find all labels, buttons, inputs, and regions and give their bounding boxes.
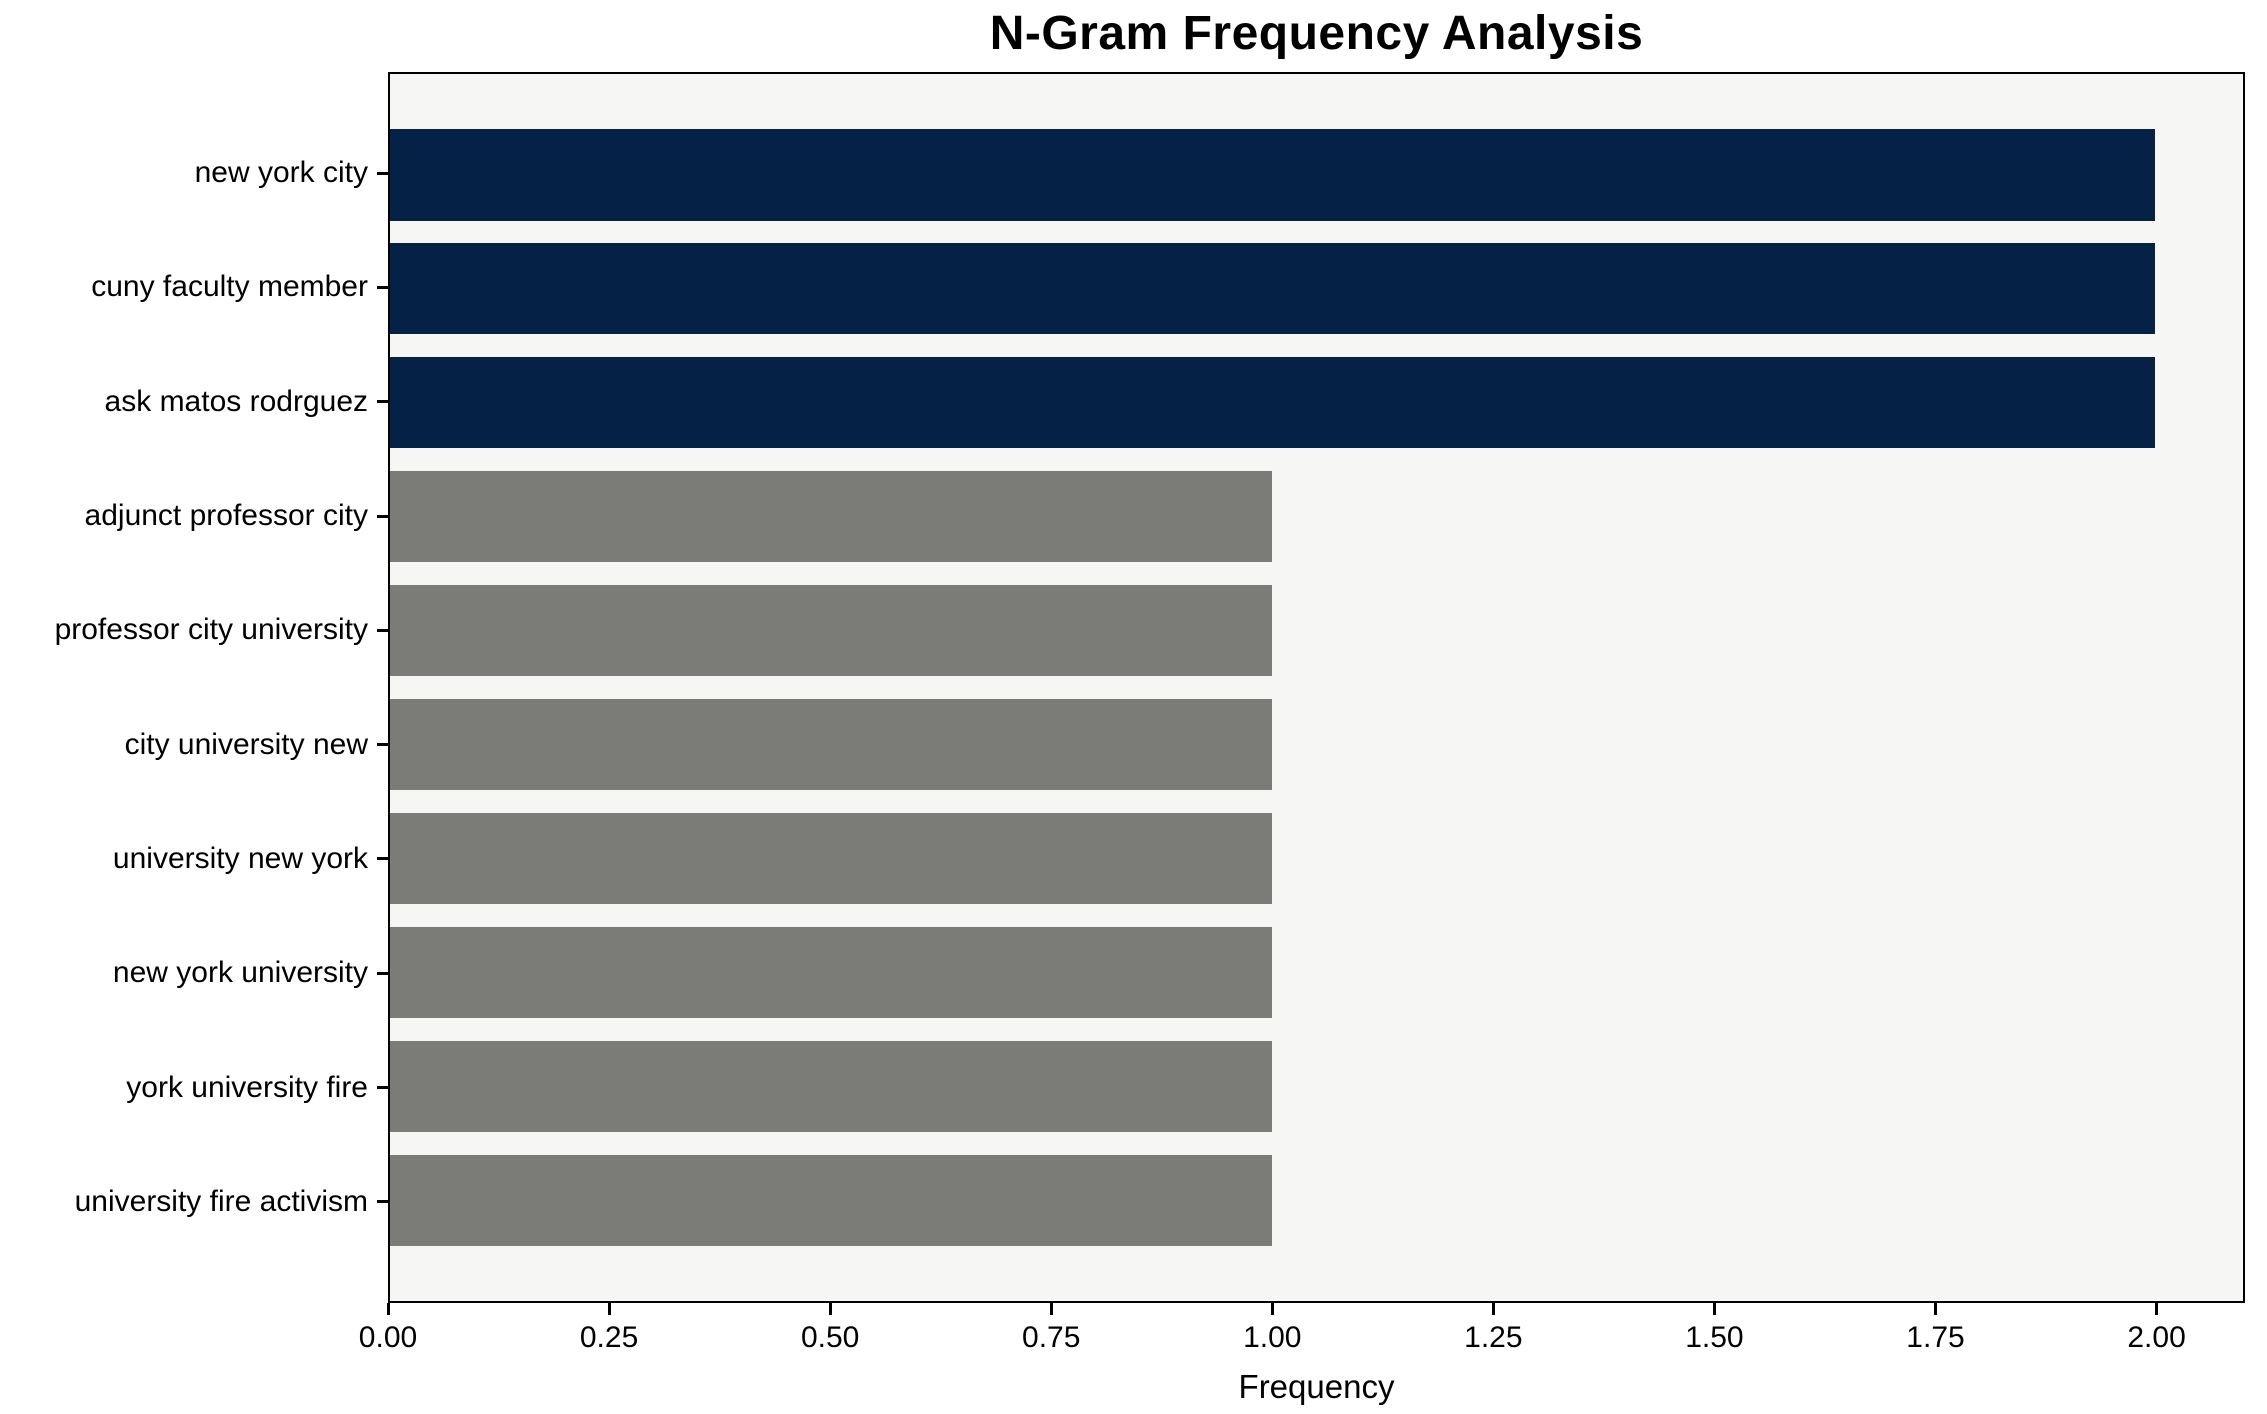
bar-row bbox=[390, 915, 2243, 1029]
y-tick-label: new york university bbox=[112, 956, 368, 990]
y-tick-mark bbox=[377, 400, 388, 404]
x-tick-label: 1.75 bbox=[1906, 1321, 1965, 1354]
y-tick-mark bbox=[377, 514, 388, 518]
x-axis: 0.00 0.25 0.50 0.75 1.00 1.25 1.50 1.75 2.00 bbox=[359, 1303, 2245, 1373]
y-tick: adjunct professor city bbox=[0, 459, 388, 573]
x-tick-label: 1.00 bbox=[1243, 1321, 1302, 1354]
x-tick-mark bbox=[1712, 1303, 1716, 1315]
y-tick-label: cuny faculty member bbox=[91, 270, 368, 304]
y-tick: university new york bbox=[0, 802, 388, 916]
bar-row bbox=[390, 688, 2243, 802]
y-tick: ask matos rodrguez bbox=[0, 345, 388, 459]
x-tick-label: 0.75 bbox=[1022, 1321, 1081, 1354]
plot-area bbox=[388, 72, 2245, 1303]
bar-row bbox=[390, 232, 2243, 346]
bar bbox=[390, 1040, 1273, 1132]
y-tick-mark bbox=[377, 285, 388, 289]
bar-row bbox=[390, 118, 2243, 232]
y-tick: cuny faculty member bbox=[0, 230, 388, 344]
bar bbox=[390, 471, 1273, 563]
bar bbox=[390, 243, 2155, 335]
y-tick-label: professor city university bbox=[54, 613, 368, 647]
bar bbox=[390, 585, 1273, 677]
x-tick-label: 0.50 bbox=[800, 1321, 860, 1354]
bar bbox=[390, 926, 1273, 1018]
x-tick-label: 1.50 bbox=[1685, 1321, 1744, 1354]
y-tick-label: university new york bbox=[112, 841, 368, 875]
y-tick-mark bbox=[377, 857, 388, 861]
x-tick-mark bbox=[1270, 1303, 1274, 1315]
bar bbox=[390, 1154, 1273, 1246]
chart-title: N-Gram Frequency Analysis bbox=[989, 7, 1644, 60]
x-tick-mark bbox=[1934, 1303, 1937, 1315]
x-tick-label: 0.25 bbox=[579, 1321, 639, 1354]
bar bbox=[390, 698, 1273, 791]
x-tick-label: 2.00 bbox=[2127, 1321, 2186, 1354]
bar-row bbox=[390, 346, 2243, 460]
y-tick: professor city university bbox=[0, 573, 388, 687]
x-tick-label: 1.25 bbox=[1464, 1321, 1523, 1354]
bar bbox=[390, 357, 2155, 449]
y-tick: city university new bbox=[0, 687, 388, 801]
x-tick-mark bbox=[828, 1303, 832, 1315]
y-tick-mark bbox=[377, 971, 388, 975]
y-tick-label: york university fire bbox=[126, 1070, 368, 1104]
x-tick-mark bbox=[386, 1303, 390, 1315]
y-tick-mark bbox=[377, 1200, 388, 1204]
bar-row bbox=[390, 574, 2243, 688]
y-tick-mark bbox=[377, 743, 388, 747]
y-tick-label: ask matos rodrguez bbox=[104, 384, 368, 418]
y-tick-mark bbox=[377, 628, 388, 632]
y-tick-label: city university new bbox=[124, 727, 368, 761]
x-tick-mark bbox=[1049, 1303, 1053, 1315]
y-tick: university fire activism bbox=[0, 1145, 388, 1259]
x-tick-label: 0.00 bbox=[358, 1321, 418, 1354]
y-tick-label: university fire activism bbox=[74, 1184, 368, 1218]
y-tick-label: adjunct professor city bbox=[84, 499, 368, 533]
x-tick-mark bbox=[1491, 1303, 1495, 1315]
bar-row bbox=[390, 1029, 2243, 1143]
y-tick: new york city bbox=[0, 116, 388, 230]
y-tick: new york university bbox=[0, 916, 388, 1030]
x-axis-label: Frequency bbox=[1238, 1368, 1395, 1405]
y-tick-label: new york city bbox=[194, 156, 368, 190]
y-tick: york university fire bbox=[0, 1030, 388, 1144]
x-tick-mark bbox=[2155, 1303, 2159, 1315]
bar bbox=[390, 129, 2155, 221]
y-tick-mark bbox=[377, 171, 388, 175]
y-axis: new york city cuny faculty member ask mato… bbox=[0, 72, 388, 1303]
bar-row bbox=[390, 1143, 2243, 1257]
x-tick-mark bbox=[607, 1303, 611, 1315]
bar-row bbox=[390, 801, 2243, 915]
y-tick-mark bbox=[377, 1086, 388, 1090]
bar-row bbox=[390, 460, 2243, 574]
bar bbox=[390, 812, 1273, 904]
